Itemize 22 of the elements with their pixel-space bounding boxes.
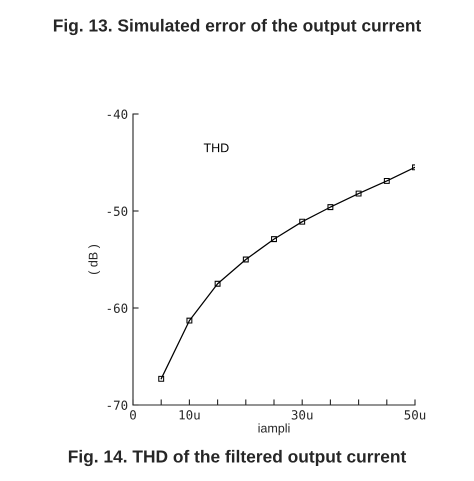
y-tick-label: -50 — [108, 206, 128, 216]
y-axis-title: ( dB ) — [88, 244, 100, 274]
point — [327, 204, 334, 210]
point — [214, 280, 221, 287]
point — [299, 218, 306, 225]
point — [242, 256, 249, 262]
x-tick-label: 50u — [404, 410, 426, 420]
text: Fig. 14. THD of the filtered output current — [68, 450, 406, 466]
x-tick-label: 0 — [130, 410, 136, 420]
x-tick-label: 10u — [180, 410, 200, 420]
point — [271, 236, 277, 242]
y-tick-label: -40 — [108, 110, 128, 119]
point — [384, 178, 390, 184]
point — [186, 318, 192, 324]
text: THD — [204, 144, 229, 152]
y-tick-label: -60 — [108, 304, 128, 313]
y-tick-label: -70 — [108, 400, 128, 410]
point — [356, 190, 362, 196]
x-axis-title: iampli — [258, 423, 290, 436]
point — [158, 376, 164, 382]
caption: Fig. 13. Simulated error of the output current — [54, 18, 422, 36]
x-tick-label: 30u — [292, 410, 312, 420]
